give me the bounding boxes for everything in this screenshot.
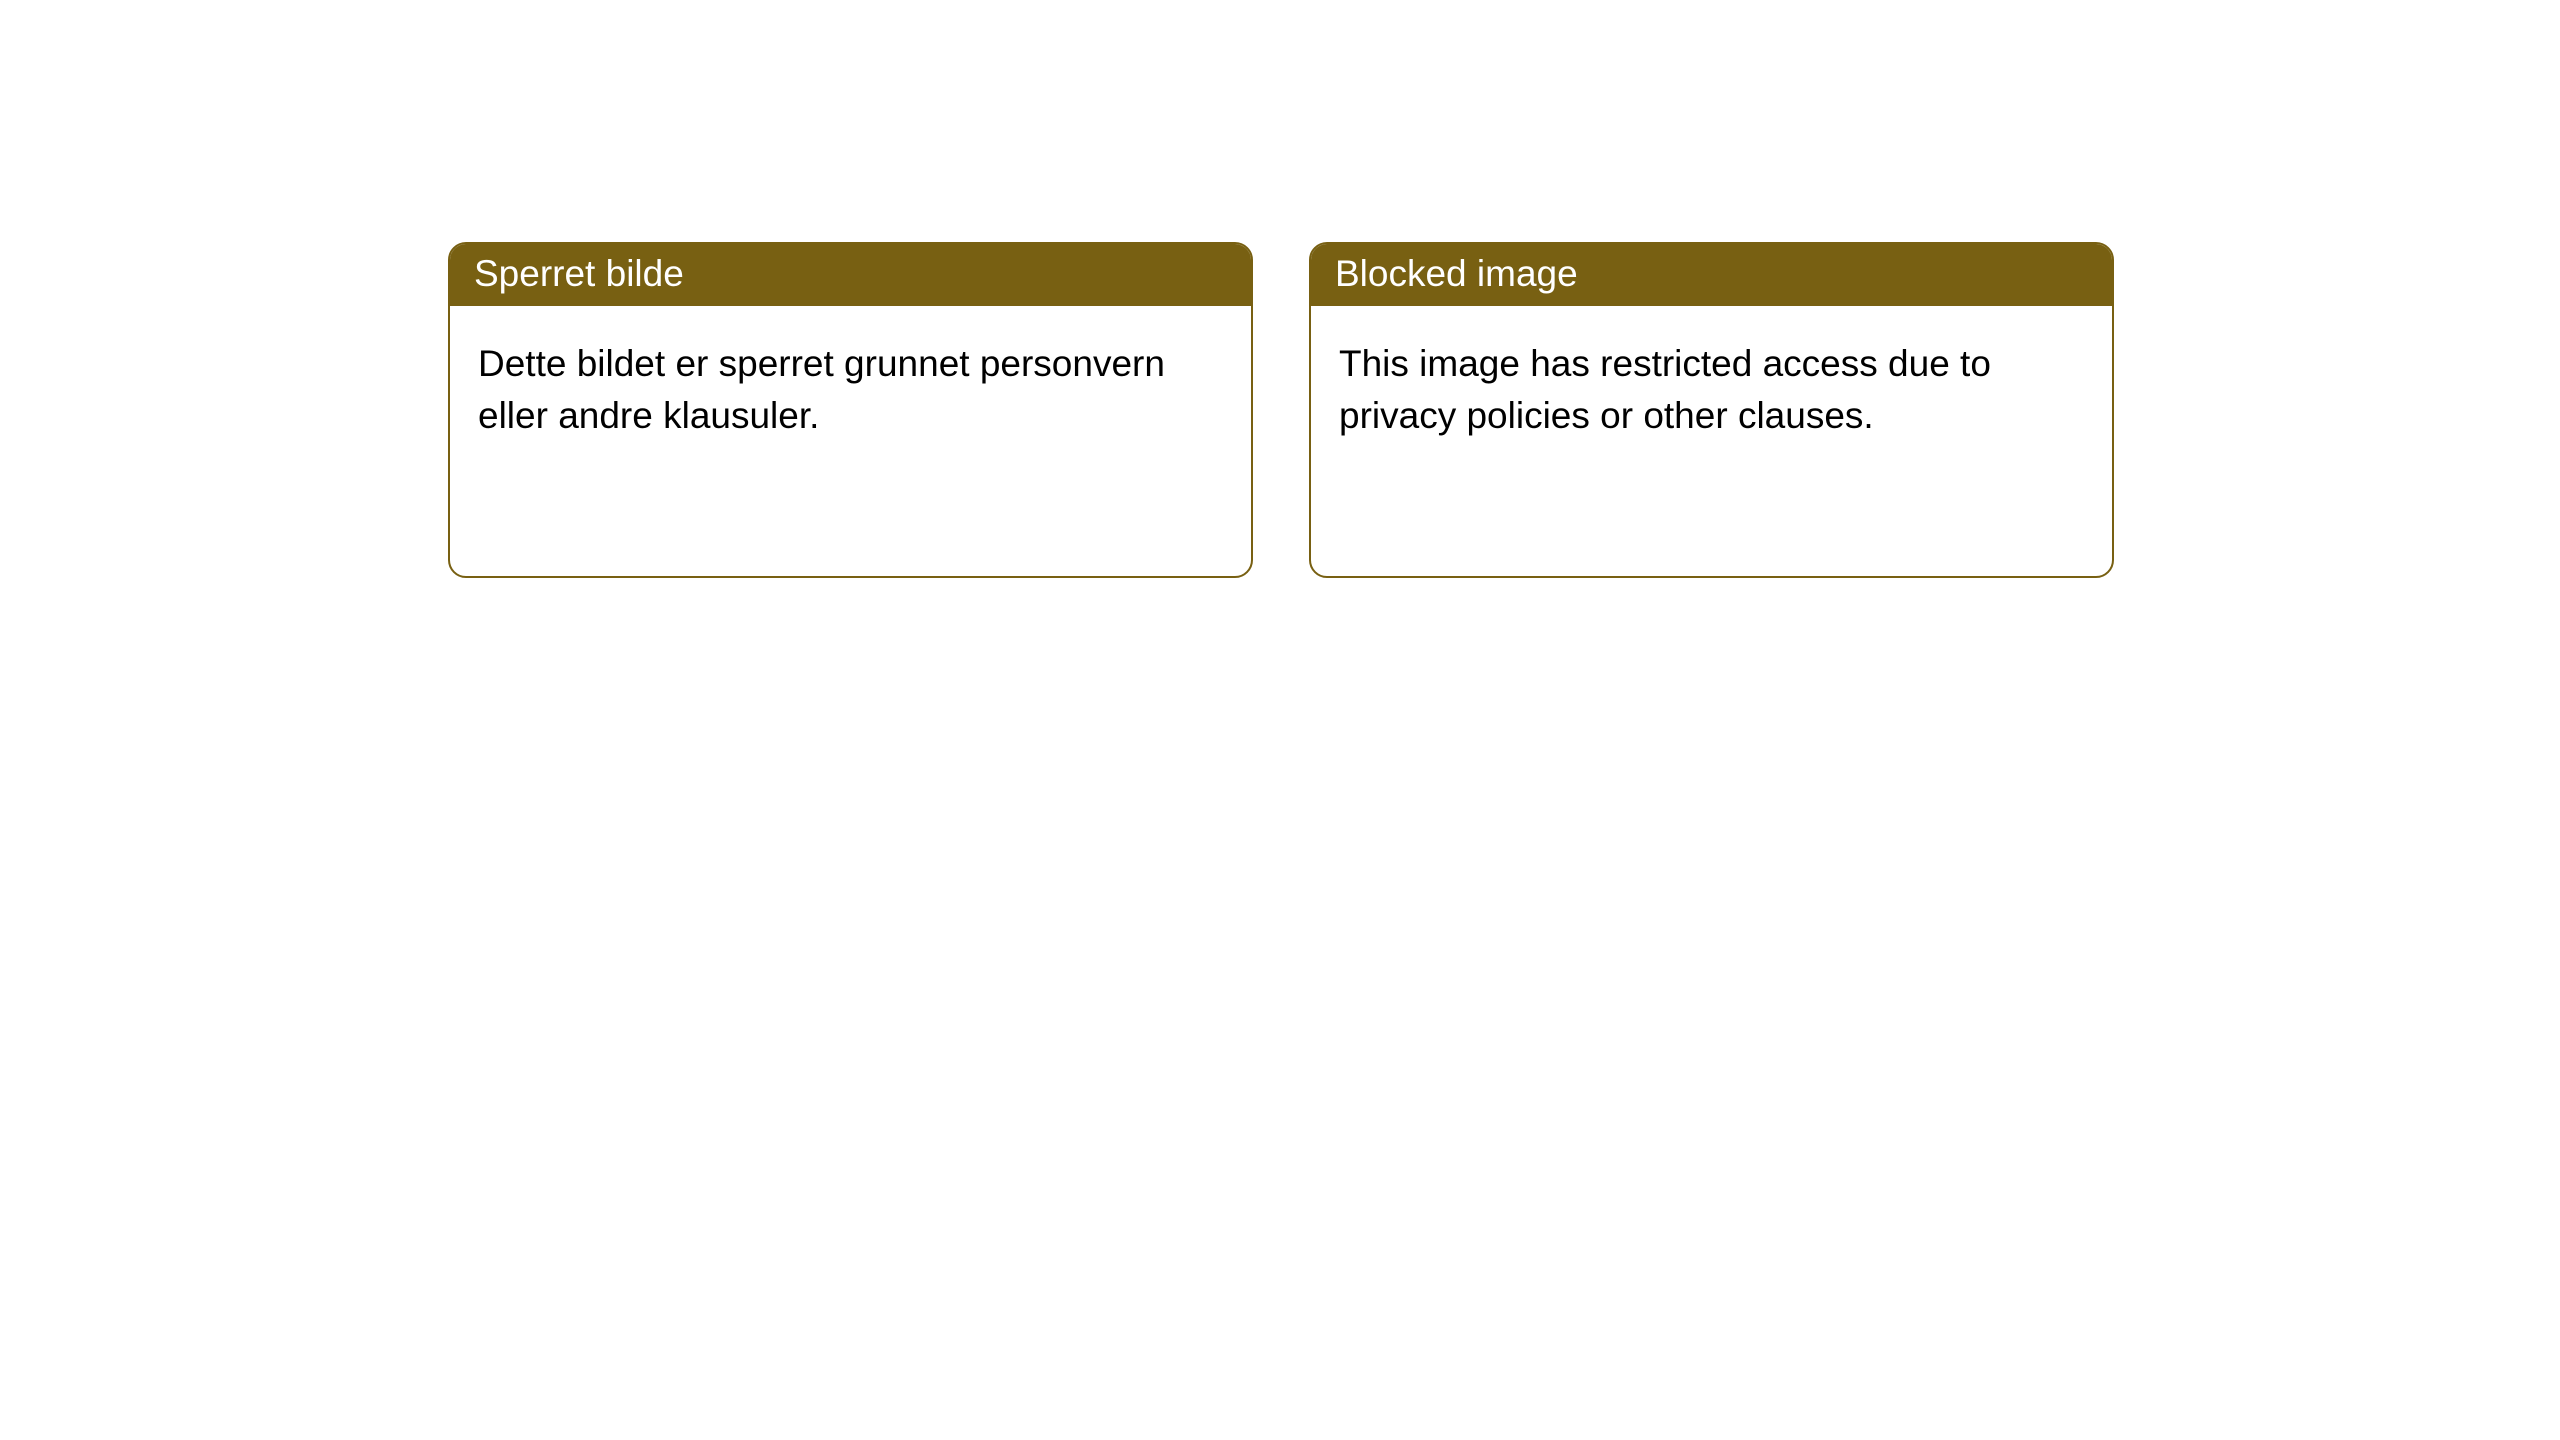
notice-title: Sperret bilde (474, 253, 684, 294)
notice-card-body: This image has restricted access due to … (1311, 306, 2112, 576)
notice-container: Sperret bilde Dette bildet er sperret gr… (0, 0, 2560, 578)
notice-card-body: Dette bildet er sperret grunnet personve… (450, 306, 1251, 576)
notice-message: Dette bildet er sperret grunnet personve… (478, 343, 1165, 436)
notice-message: This image has restricted access due to … (1339, 343, 1991, 436)
notice-card-english: Blocked image This image has restricted … (1309, 242, 2114, 578)
notice-card-header: Sperret bilde (450, 244, 1251, 306)
notice-title: Blocked image (1335, 253, 1578, 294)
notice-card-norwegian: Sperret bilde Dette bildet er sperret gr… (448, 242, 1253, 578)
notice-card-header: Blocked image (1311, 244, 2112, 306)
